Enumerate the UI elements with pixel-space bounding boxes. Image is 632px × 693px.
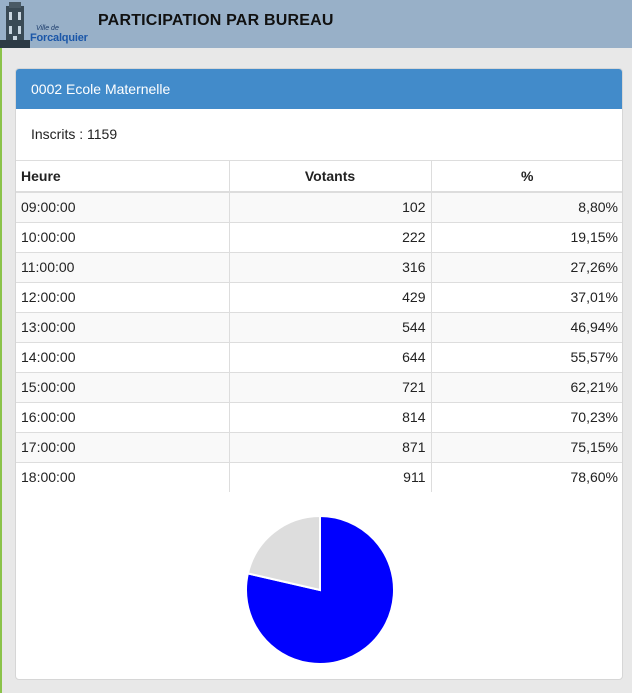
- top-header: Ville de Forcalquier PARTICIPATION PAR B…: [0, 0, 632, 48]
- column-header-percent[interactable]: %: [430, 161, 622, 193]
- participation-pie-chart: [244, 514, 396, 666]
- cell-votants: 721: [228, 371, 431, 402]
- table-row: 11:00:00 316 27,26%: [16, 251, 622, 282]
- cell-heure: 14:00:00: [16, 341, 229, 372]
- town-hall-icon: [0, 2, 30, 48]
- cell-heure: 16:00:00: [16, 401, 229, 432]
- table-row: 13:00:00 544 46,94%: [16, 311, 622, 342]
- table-row: 12:00:00 429 37,01%: [16, 281, 622, 312]
- cell-heure: 18:00:00: [16, 461, 229, 492]
- cell-heure: 12:00:00: [16, 281, 229, 312]
- logo[interactable]: Ville de Forcalquier: [0, 0, 90, 48]
- cell-percent: 19,15%: [430, 221, 622, 252]
- table-row: 16:00:00 814 70,23%: [16, 401, 622, 432]
- cell-percent: 70,23%: [430, 401, 622, 432]
- cell-percent: 27,26%: [430, 251, 622, 282]
- pie-slice-abstention: [246, 514, 321, 592]
- cell-votants: 544: [228, 311, 431, 342]
- cell-heure: 13:00:00: [16, 311, 229, 342]
- cell-votants: 911: [228, 461, 431, 492]
- cell-votants: 814: [228, 401, 431, 432]
- cell-votants: 316: [228, 251, 431, 282]
- cell-votants: 222: [228, 221, 431, 252]
- logo-town-name: Forcalquier: [30, 32, 88, 44]
- cell-percent: 55,57%: [430, 341, 622, 372]
- pie-chart-svg: [245, 514, 395, 665]
- table-row: 10:00:00 222 19,15%: [16, 221, 622, 252]
- column-header-votants[interactable]: Votants: [228, 161, 431, 193]
- cell-votants: 429: [228, 281, 431, 312]
- table-row: 15:00:00 721 62,21%: [16, 371, 622, 402]
- page-title: PARTICIPATION PAR BUREAU: [98, 12, 334, 29]
- logo-small-text: Ville de: [36, 25, 59, 32]
- table-header-row: Heure Votants %: [16, 161, 622, 193]
- cell-percent: 75,15%: [430, 431, 622, 462]
- inscrits-count: Inscrits : 1159: [16, 109, 622, 161]
- cell-heure: 11:00:00: [16, 251, 229, 282]
- cell-heure: 10:00:00: [16, 221, 229, 252]
- bureau-panel: 0002 Ecole Maternelle Inscrits : 1159 He…: [15, 68, 623, 680]
- table-row: 18:00:00 911 78,60%: [16, 461, 622, 492]
- table-row: 09:00:00 102 8,80%: [16, 191, 622, 222]
- column-header-heure[interactable]: Heure: [16, 161, 229, 193]
- cell-heure: 09:00:00: [16, 191, 229, 222]
- cell-percent: 78,60%: [430, 461, 622, 492]
- cell-votants: 102: [228, 191, 431, 222]
- cell-heure: 15:00:00: [16, 371, 229, 402]
- cell-percent: 8,80%: [430, 191, 622, 222]
- cell-heure: 17:00:00: [16, 431, 229, 462]
- cell-votants: 644: [228, 341, 431, 372]
- panel-heading: 0002 Ecole Maternelle: [16, 69, 622, 109]
- table-row: 17:00:00 871 75,15%: [16, 431, 622, 462]
- cell-percent: 62,21%: [430, 371, 622, 402]
- cell-votants: 871: [228, 431, 431, 462]
- cell-percent: 37,01%: [430, 281, 622, 312]
- participation-table: Heure Votants % 09:00:00 102 8,80% 10:00:00…: [16, 161, 622, 492]
- left-accent-bar: [0, 48, 2, 693]
- table-row: 14:00:00 644 55,57%: [16, 341, 622, 372]
- cell-percent: 46,94%: [430, 311, 622, 342]
